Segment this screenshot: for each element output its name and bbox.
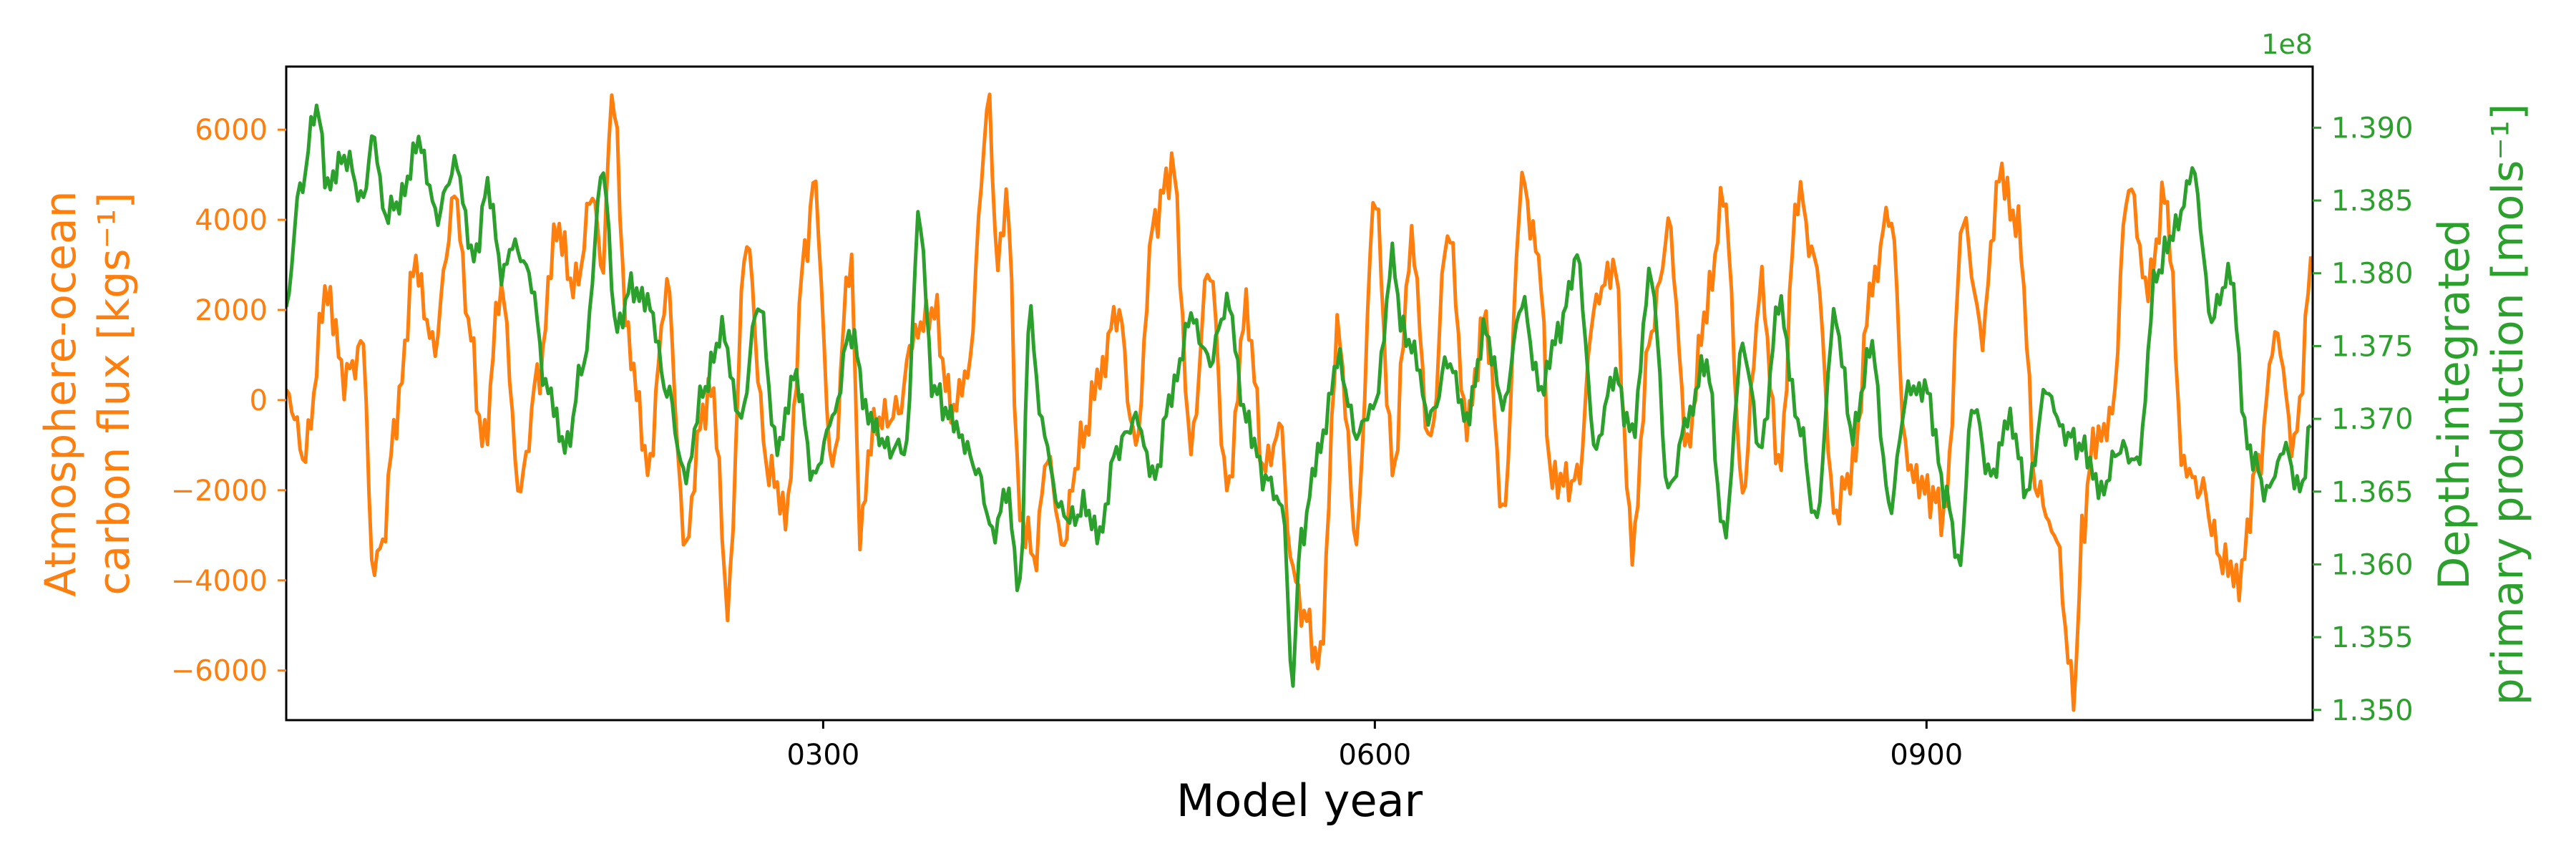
right-tick-label: 1.365	[2331, 476, 2414, 509]
x-axis-label: Model year	[1176, 775, 1423, 827]
left-axis-label-line1: Atmosphere-ocean	[36, 190, 86, 596]
left-y-axis: −6000 −4000 −2000 0 2000 4000 6000	[171, 114, 286, 688]
left-tick-label: 0	[250, 384, 268, 417]
left-tick-label: 6000	[195, 114, 268, 147]
right-axis-offset-text: 1e8	[2261, 29, 2313, 60]
x-axis: 0300 0600 0900	[787, 720, 1963, 772]
left-axis-label: Atmosphere-ocean carbon flux [kgs⁻¹]	[36, 190, 140, 596]
x-tick-label: 0600	[1338, 739, 1411, 772]
right-y-axis: 1.350 1.355 1.360 1.365 1.370 1.375 1.380 1.385…	[2313, 112, 2414, 727]
right-tick-label: 1.355	[2331, 621, 2414, 654]
primary-production-series-line	[286, 103, 2312, 688]
right-tick-label: 1.375	[2331, 330, 2414, 363]
right-tick-label: 1.350	[2331, 694, 2414, 727]
plot-frame	[285, 65, 2314, 722]
left-tick-label: −6000	[171, 655, 268, 688]
right-tick-label: 1.370	[2331, 403, 2414, 436]
right-tick-label: 1.380	[2331, 258, 2414, 291]
x-tick-label: 0300	[787, 739, 860, 772]
right-tick-label: 1.390	[2331, 112, 2414, 145]
left-tick-label: 4000	[195, 204, 268, 237]
left-tick-label: −4000	[171, 565, 268, 598]
right-axis-label: Depth-integrated primary production [mol…	[2429, 104, 2533, 706]
right-tick-label: 1.360	[2331, 548, 2414, 581]
left-tick-label: 2000	[195, 294, 268, 327]
right-axis-label-line2: primary production [mols⁻¹]	[2483, 104, 2533, 706]
left-tick-label: −2000	[171, 475, 268, 508]
x-tick-label: 0900	[1890, 739, 1963, 772]
left-axis-label-line2: carbon flux [kgs⁻¹]	[89, 192, 140, 595]
series-layer	[286, 92, 2313, 712]
right-tick-label: 1.385	[2331, 185, 2414, 218]
right-axis-label-line1: Depth-integrated	[2429, 219, 2479, 590]
